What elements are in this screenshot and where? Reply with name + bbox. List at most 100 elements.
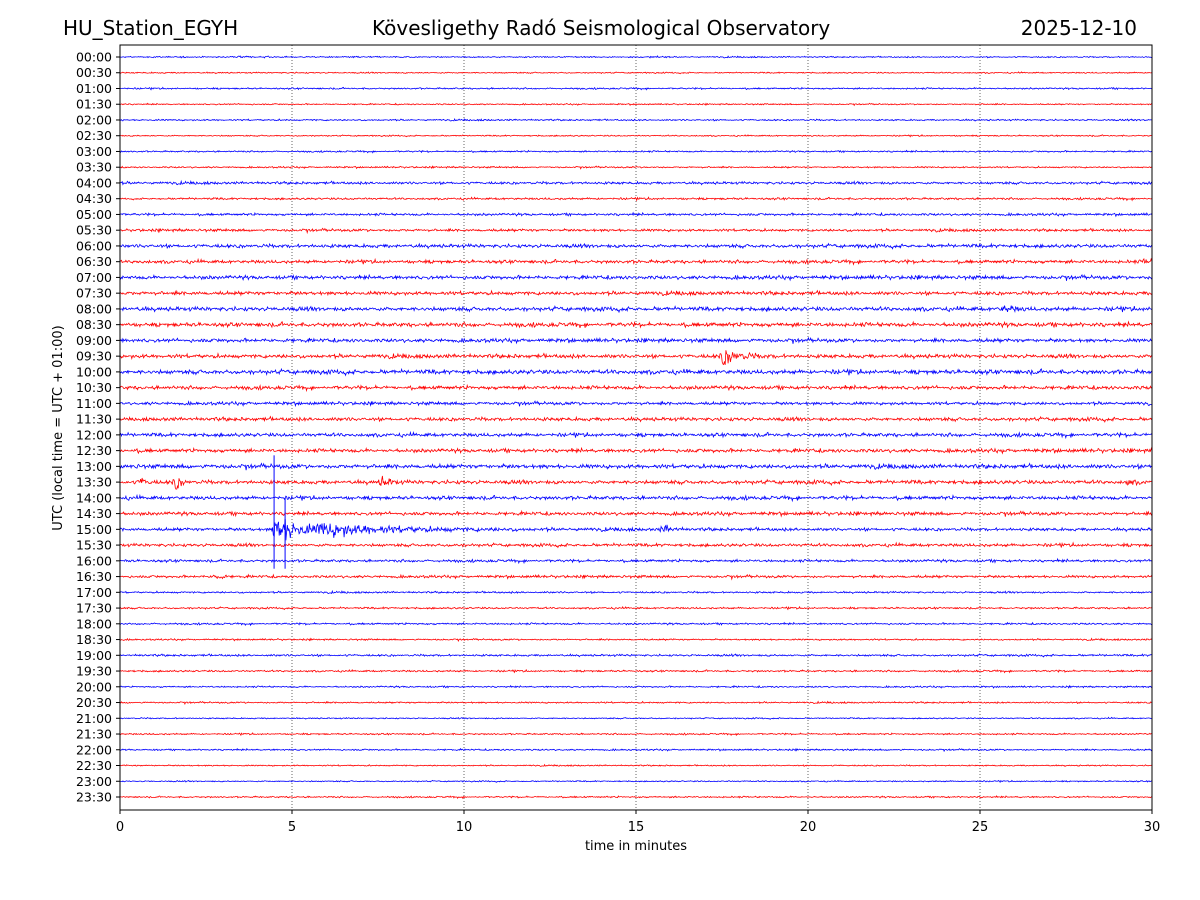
row-time-label: 17:00 — [76, 585, 112, 600]
row-time-label: 05:00 — [76, 207, 112, 222]
row-time-label: 00:30 — [76, 65, 112, 80]
trace-1300 — [119, 462, 1152, 471]
row-time-label: 12:30 — [76, 443, 112, 458]
trace-1400 — [119, 493, 1153, 503]
trace-0430 — [119, 196, 1153, 202]
row-time-label: 08:00 — [76, 301, 112, 316]
row-time-label: 12:00 — [76, 427, 112, 442]
row-time-label: 18:30 — [76, 632, 112, 647]
trace-0800 — [119, 305, 1153, 314]
trace-0930 — [119, 350, 1152, 366]
row-time-label: 16:30 — [76, 569, 112, 584]
trace-1100 — [119, 400, 1153, 408]
row-time-label: 01:30 — [76, 97, 112, 112]
trace-2330 — [119, 795, 1153, 800]
trace-1800 — [119, 621, 1153, 627]
row-time-label: 10:30 — [76, 380, 112, 395]
trace-0100 — [119, 86, 1153, 91]
trace-1030 — [119, 383, 1153, 393]
row-time-label: 10:00 — [76, 364, 112, 379]
row-time-label: 20:00 — [76, 679, 112, 694]
trace-0330 — [119, 165, 1152, 170]
row-time-label: 23:00 — [76, 774, 112, 789]
row-time-label: 23:30 — [76, 790, 112, 805]
trace-1730 — [119, 605, 1153, 611]
row-time-label: 14:00 — [76, 490, 112, 505]
row-time-label: 09:00 — [76, 333, 112, 348]
trace-1830 — [119, 637, 1153, 643]
trace-0200 — [119, 117, 1153, 122]
trace-0500 — [119, 211, 1153, 218]
trace-1630 — [119, 573, 1153, 581]
trace-1130 — [119, 415, 1153, 423]
date-label: 2025-12-10 — [1020, 16, 1137, 40]
trace-1430 — [119, 509, 1153, 518]
row-time-label: 09:30 — [76, 349, 112, 364]
row-time-label: 02:30 — [76, 128, 112, 143]
trace-2030 — [119, 700, 1153, 706]
trace-1500 — [119, 519, 1153, 541]
x-axis-label: time in minutes — [585, 839, 687, 854]
x-tick-label: 10 — [456, 820, 473, 835]
x-tick-label: 25 — [972, 820, 989, 835]
trace-1000 — [119, 367, 1153, 377]
x-tick-label: 30 — [1144, 820, 1161, 835]
x-tick-label: 5 — [288, 820, 296, 835]
row-time-label: 06:30 — [76, 254, 112, 269]
plot-frame — [119, 44, 1153, 811]
x-tick-label: 15 — [628, 820, 645, 835]
trace-0830 — [119, 320, 1153, 329]
y-axis-label: UTC (local time = UTC + 01:00) — [51, 325, 66, 530]
trace-1200 — [119, 430, 1153, 440]
row-time-label: 07:30 — [76, 286, 112, 301]
row-time-label: 21:30 — [76, 727, 112, 742]
trace-1600 — [119, 557, 1153, 565]
x-tick-label: 20 — [800, 820, 817, 835]
trace-2130 — [119, 732, 1152, 737]
trace-2000 — [119, 684, 1153, 689]
trace-2300 — [119, 779, 1153, 783]
row-time-label: 13:30 — [76, 475, 112, 490]
observatory-title: Kövesligethy Radó Seismological Observat… — [372, 16, 831, 40]
row-time-label: 03:30 — [76, 160, 112, 175]
trace-1930 — [120, 668, 1153, 674]
row-time-label: 13:00 — [76, 459, 112, 474]
row-time-label: 06:00 — [76, 238, 112, 253]
row-time-label: 02:00 — [76, 112, 112, 127]
trace-1900 — [119, 653, 1153, 658]
trace-0630 — [119, 257, 1153, 266]
row-time-label: 16:00 — [76, 553, 112, 568]
row-time-label: 18:00 — [76, 616, 112, 631]
row-time-label: 01:00 — [76, 81, 112, 96]
row-time-label: 11:30 — [76, 412, 112, 427]
row-time-label: 00:00 — [76, 50, 112, 65]
trace-0600 — [119, 242, 1153, 250]
trace-2230 — [119, 763, 1153, 767]
row-time-label: 04:00 — [76, 175, 112, 190]
row-time-label: 05:30 — [76, 223, 112, 238]
row-time-label: 11:00 — [76, 396, 112, 411]
trace-2200 — [119, 747, 1153, 753]
row-time-label: 03:00 — [76, 144, 112, 159]
trace-0000 — [119, 55, 1153, 59]
row-time-label: 22:00 — [76, 742, 112, 757]
trace-1530 — [119, 541, 1153, 549]
row-time-label: 08:30 — [76, 317, 112, 332]
row-time-label: 04:30 — [76, 191, 112, 206]
trace-0400 — [119, 179, 1153, 186]
trace-1330 — [119, 475, 1153, 490]
row-time-label: 22:30 — [76, 758, 112, 773]
row-time-label: 14:30 — [76, 506, 112, 521]
trace-1700 — [119, 589, 1153, 595]
trace-0530 — [119, 227, 1153, 235]
trace-0730 — [119, 289, 1153, 297]
row-time-label: 19:30 — [76, 664, 112, 679]
row-time-label: 07:00 — [76, 270, 112, 285]
row-time-label: 15:30 — [76, 538, 112, 553]
trace-1230 — [119, 446, 1153, 455]
trace-0130 — [120, 102, 1153, 107]
trace-0030 — [119, 71, 1153, 75]
x-tick-label: 0 — [116, 820, 124, 835]
row-time-label: 17:30 — [76, 601, 112, 616]
